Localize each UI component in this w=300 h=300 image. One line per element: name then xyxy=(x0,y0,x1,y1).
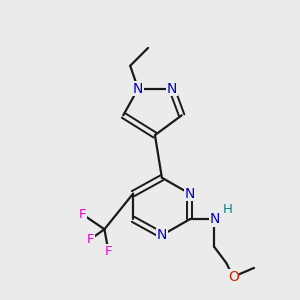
Text: F: F xyxy=(105,244,112,258)
Text: N: N xyxy=(157,228,167,242)
Text: F: F xyxy=(87,233,94,246)
Text: N: N xyxy=(184,187,195,201)
Text: O: O xyxy=(228,270,239,284)
Text: N: N xyxy=(133,82,143,96)
Text: H: H xyxy=(222,203,232,216)
Text: N: N xyxy=(167,82,177,96)
Text: F: F xyxy=(79,208,86,221)
Text: N: N xyxy=(209,212,220,226)
